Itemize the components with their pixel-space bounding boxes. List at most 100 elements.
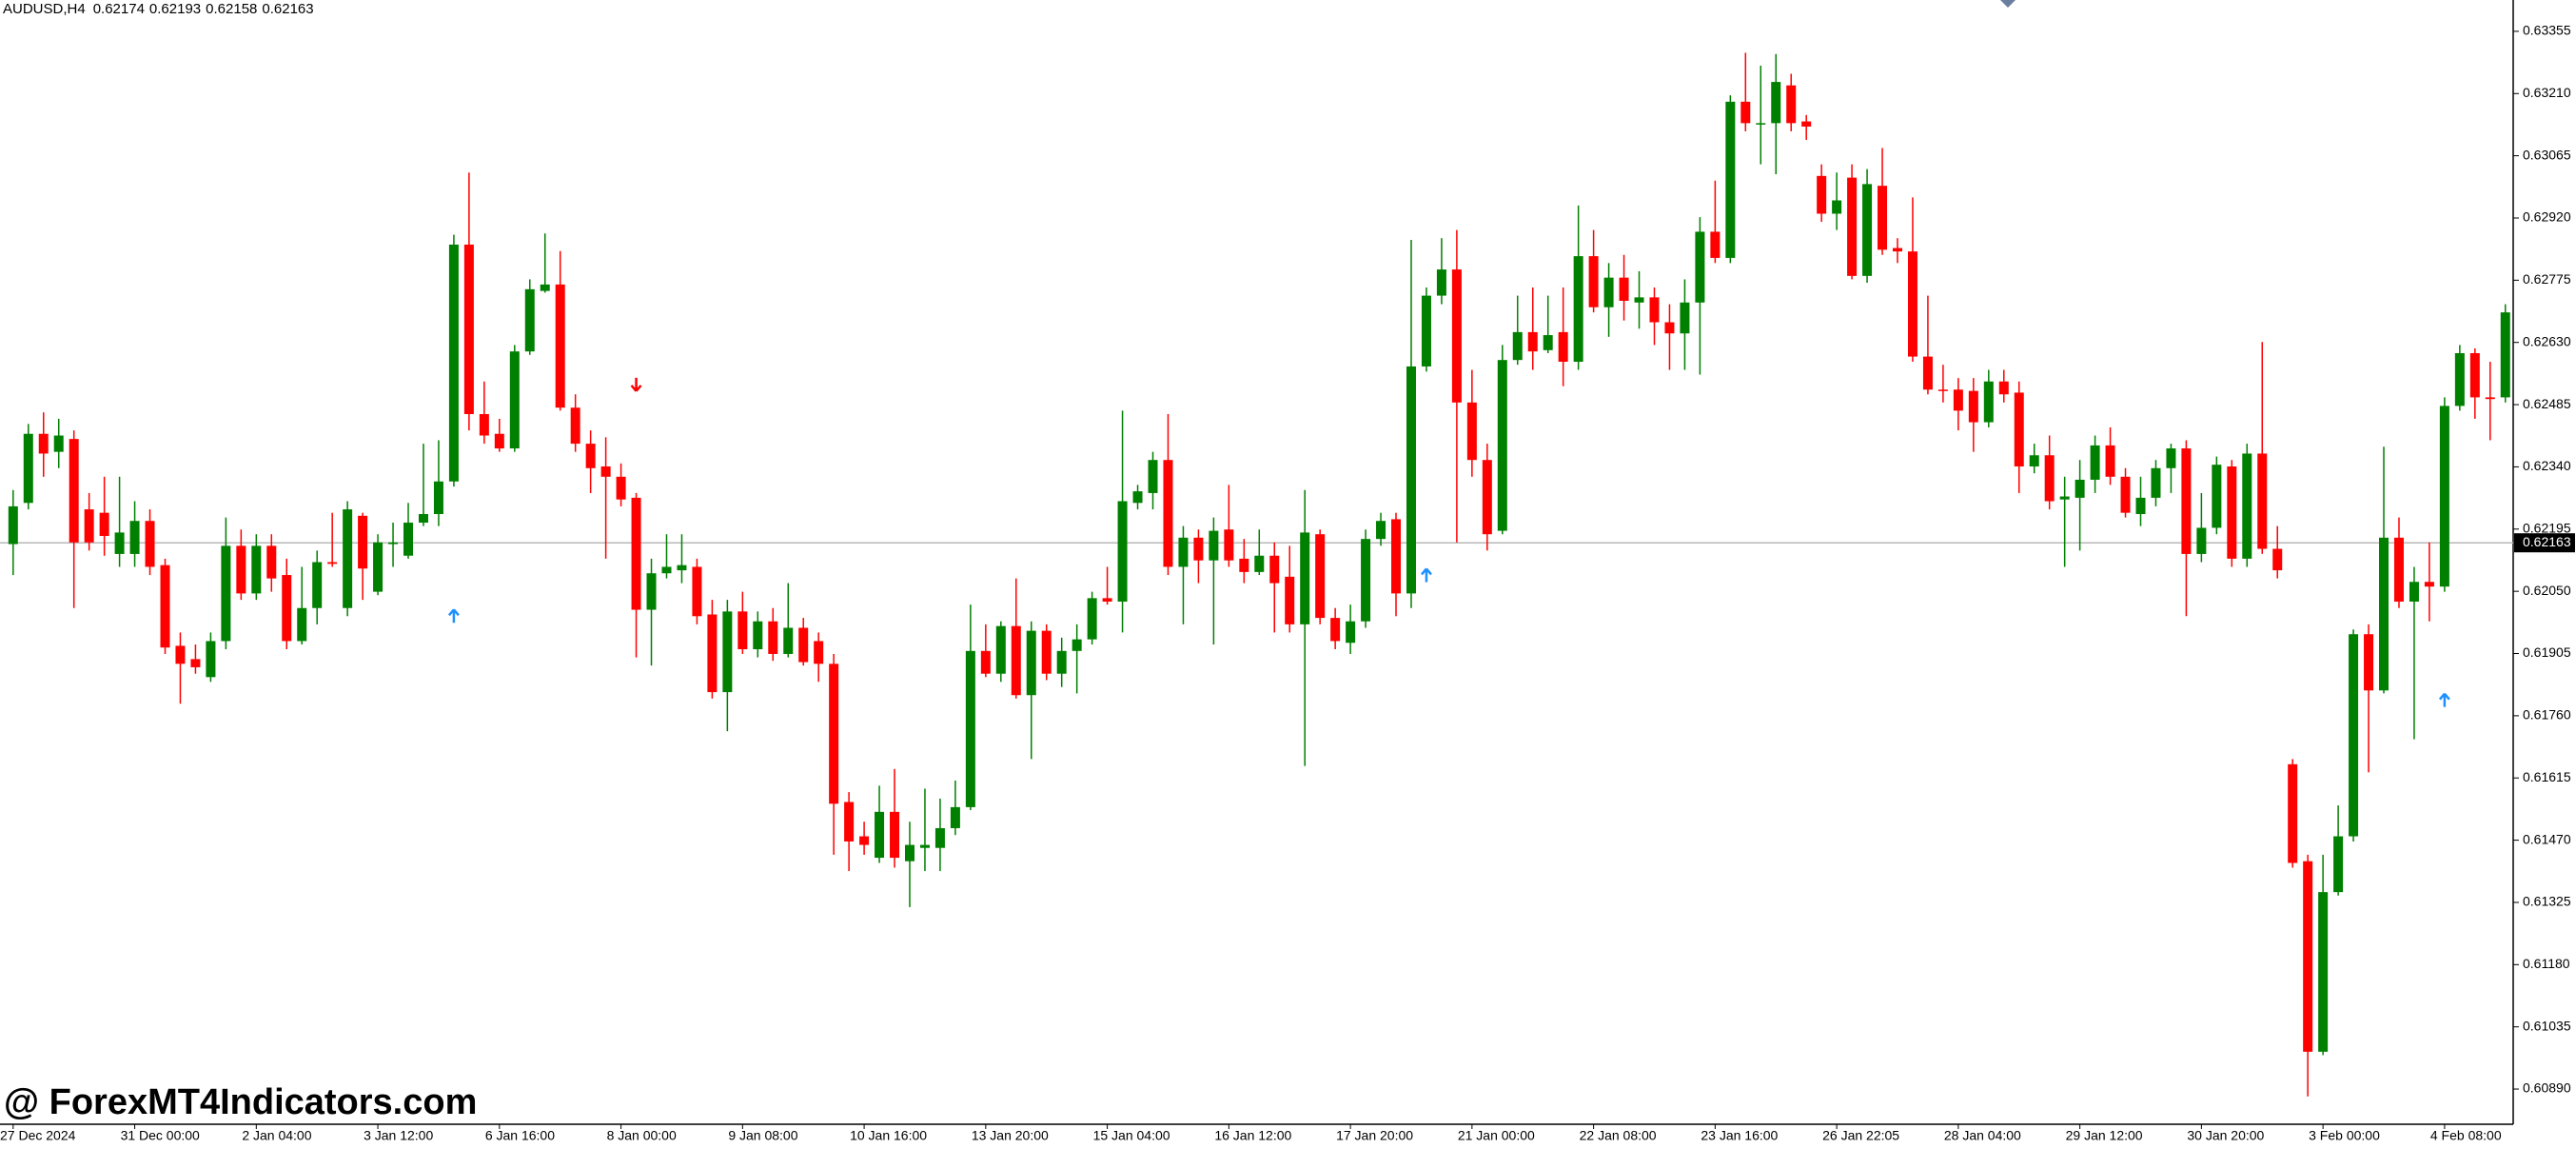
- candle-body: [206, 641, 216, 678]
- candle-body: [707, 614, 718, 693]
- candle-body: [783, 627, 794, 654]
- candle-body: [2227, 466, 2237, 559]
- candle-body: [403, 523, 414, 556]
- candle-body: [555, 284, 565, 408]
- candle-body: [1254, 555, 1265, 572]
- x-tick-label: 28 Jan 04:00: [1944, 1128, 2021, 1143]
- candle-body: [1148, 460, 1158, 493]
- candle-body: [1680, 302, 1690, 334]
- candle-body: [1937, 389, 1948, 391]
- candle-body: [1330, 618, 1341, 642]
- candle-body: [1178, 537, 1189, 567]
- candle-body: [1695, 231, 1705, 303]
- candle-body: [23, 433, 33, 504]
- y-tick-label: 0.61180: [2523, 956, 2570, 971]
- candle-body: [129, 521, 140, 554]
- candle-body: [2409, 582, 2419, 602]
- candle-body: [1603, 277, 1614, 307]
- candle-body: [1209, 530, 1219, 561]
- candle-body: [1346, 621, 1356, 644]
- x-tick-label: 16 Jan 12:00: [1214, 1128, 1291, 1143]
- header-high: 0.62193: [149, 1, 201, 17]
- candle-body: [585, 444, 596, 468]
- candle-body: [1512, 331, 1523, 361]
- y-tick-label: 0.62920: [2523, 209, 2571, 225]
- header-open: 0.62174: [93, 1, 145, 17]
- candle-body: [798, 627, 809, 663]
- candle-body: [2075, 479, 2085, 498]
- y-tick-label: 0.61905: [2523, 644, 2571, 660]
- candle-body: [692, 566, 702, 617]
- candle-body: [2485, 397, 2495, 400]
- candle-body: [327, 562, 338, 565]
- signal-arrow: [630, 377, 642, 392]
- y-tick-label: 0.60890: [2523, 1080, 2571, 1096]
- candle-body: [859, 836, 870, 845]
- candle-body: [251, 545, 262, 594]
- y-tick-label: 0.62485: [2523, 396, 2571, 411]
- candle-body: [145, 521, 155, 567]
- candle-body: [1466, 402, 1477, 461]
- candle-body: [448, 244, 459, 482]
- candle-body: [904, 844, 914, 862]
- candle-body: [1406, 366, 1416, 594]
- candle-body: [1285, 576, 1295, 624]
- x-tick-label: 15 Jan 04:00: [1093, 1128, 1170, 1143]
- candle-body: [312, 562, 323, 608]
- candle-body: [2181, 448, 2192, 554]
- candle-body: [814, 641, 824, 664]
- y-tick-label: 0.62630: [2523, 333, 2571, 348]
- candle-body: [1725, 101, 1736, 258]
- candle-body: [995, 625, 1006, 674]
- candle-body: [1451, 269, 1462, 403]
- x-tick-label: 3 Feb 00:00: [2309, 1128, 2380, 1143]
- candle-body: [418, 514, 428, 524]
- candle-body: [2014, 392, 2024, 466]
- candle-body: [358, 515, 368, 569]
- candle-body: [2196, 527, 2207, 554]
- x-tick-label: 29 Jan 12:00: [2066, 1128, 2143, 1143]
- signal-arrow: [1420, 567, 1432, 583]
- x-tick-label: 9 Jan 08:00: [728, 1128, 797, 1143]
- y-tick-label: 0.61035: [2523, 1018, 2571, 1033]
- x-tick-label: 27 Dec 2024: [0, 1128, 76, 1143]
- candle-body: [2364, 634, 2374, 691]
- candle-body: [2029, 455, 2039, 466]
- candle-body: [494, 433, 504, 449]
- current-price-label: 0.62163: [2523, 534, 2571, 549]
- candle-body: [2439, 406, 2449, 587]
- signal-arrow: [447, 608, 460, 624]
- candle-body: [2288, 763, 2298, 863]
- candle-body: [1132, 491, 1143, 504]
- candle-body: [950, 806, 960, 828]
- candle-body: [1056, 650, 1067, 674]
- candle-body: [1878, 186, 1888, 250]
- candle-body: [2393, 537, 2404, 602]
- shift-marker: [2000, 0, 2016, 8]
- symbol: AUDUSD,H4: [3, 1, 86, 17]
- x-tick-label: 6 Jan 16:00: [485, 1128, 555, 1143]
- candle-body: [2333, 836, 2344, 893]
- candle-body: [2059, 496, 2070, 500]
- candle-body: [1801, 121, 1812, 127]
- candle-body: [2469, 352, 2480, 398]
- candle-body: [114, 532, 125, 554]
- candle-body: [2454, 352, 2465, 406]
- candle-body: [1315, 534, 1326, 619]
- candle-body: [2166, 448, 2176, 468]
- x-tick-label: 2 Jan 04:00: [242, 1128, 311, 1143]
- candle-body: [2500, 312, 2510, 398]
- candle-body: [2135, 497, 2146, 515]
- candle-body: [1998, 381, 2009, 395]
- header: AUDUSD,H4 0.62174 0.62193 0.62158 0.62163: [3, 1, 314, 17]
- candle-body: [875, 811, 885, 859]
- candle-body: [980, 650, 991, 674]
- watermark: @ ForexMT4Indicators.com: [4, 1082, 477, 1122]
- candle-body: [753, 621, 763, 650]
- candle-body: [2318, 892, 2329, 1052]
- x-tick-label: 4 Feb 08:00: [2430, 1128, 2502, 1143]
- candle-body: [1588, 256, 1599, 307]
- y-tick-label: 0.62340: [2523, 458, 2571, 473]
- candle-body: [1482, 460, 1492, 535]
- candle-body: [919, 844, 930, 848]
